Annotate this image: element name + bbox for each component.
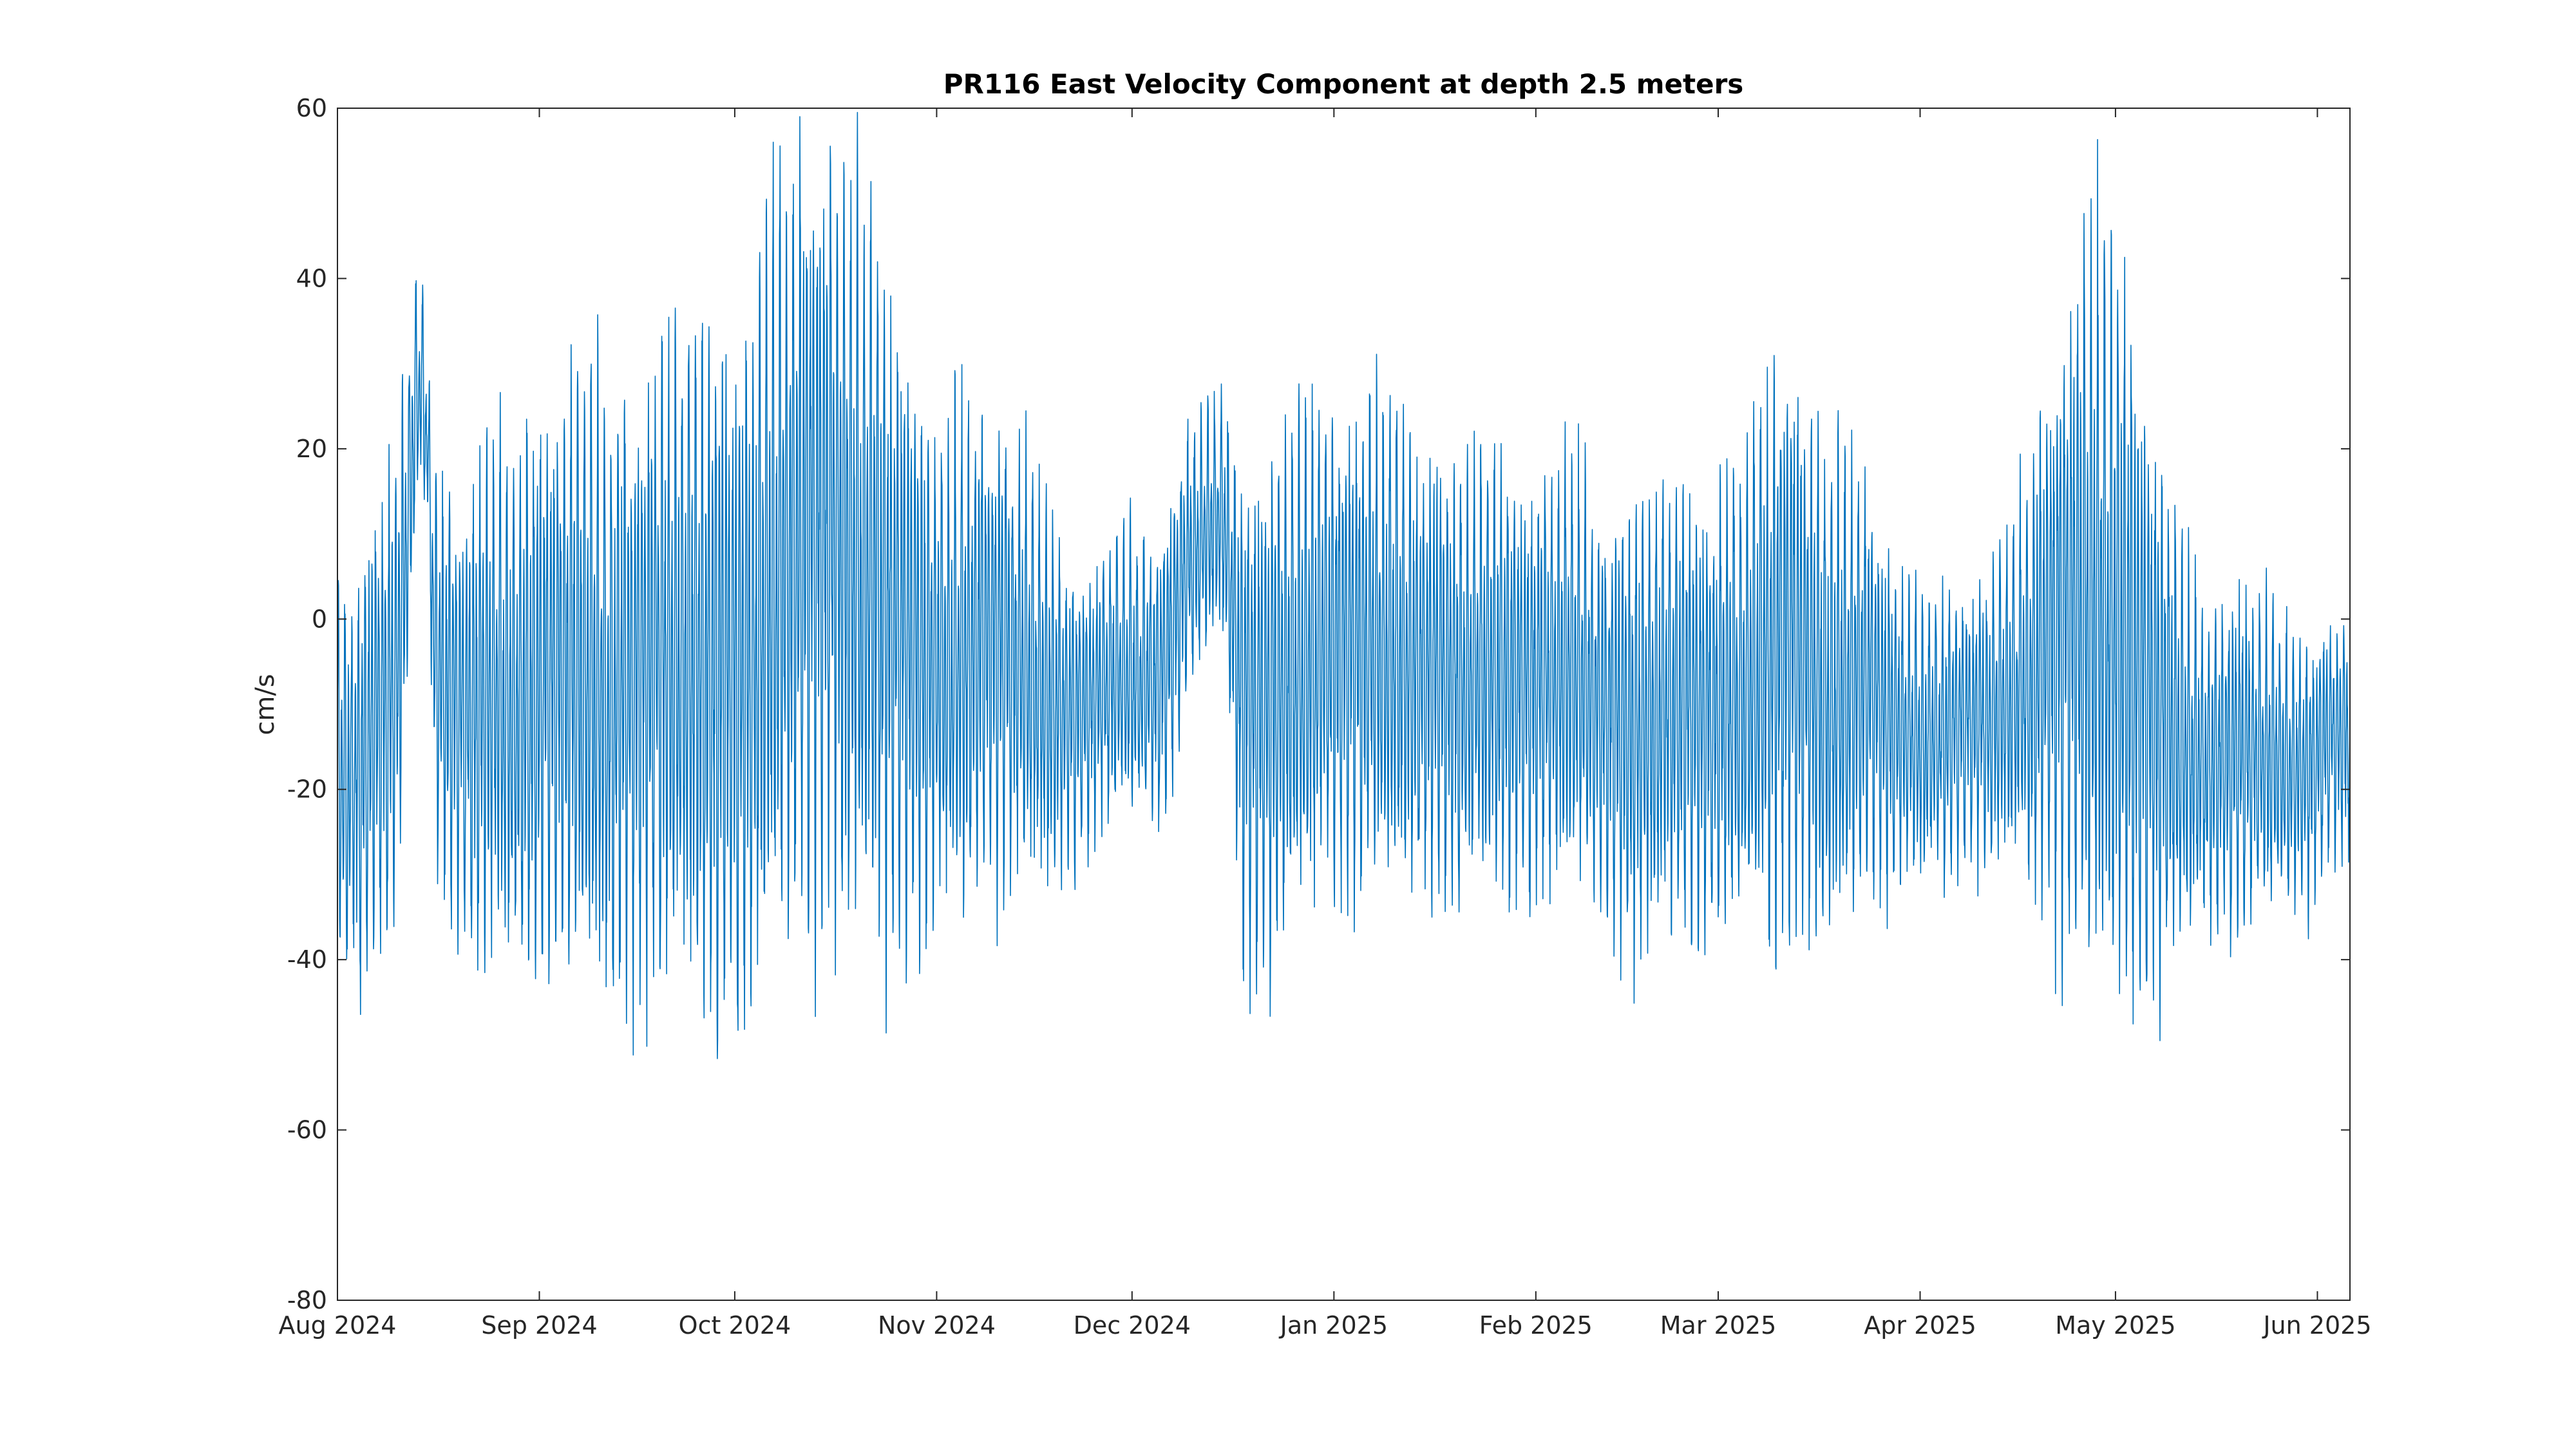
y-tick-label: -40 xyxy=(287,945,327,974)
y-axis-label: cm/s xyxy=(251,674,280,735)
x-tick-label: Jan 2025 xyxy=(1279,1311,1388,1340)
y-tick-label: -20 xyxy=(287,775,327,804)
series-group xyxy=(337,111,2351,1059)
plot-frame xyxy=(337,108,2351,1301)
y-tick-label: -60 xyxy=(287,1116,327,1144)
y-tick-label: 0 xyxy=(312,605,327,633)
x-tick-label: Oct 2024 xyxy=(679,1311,791,1340)
x-axis-ticks: Aug 2024 Sep 2024 Oct 2024 Nov 2024 Dec 2024… xyxy=(279,108,2372,1340)
x-tick-label: Nov 2024 xyxy=(878,1311,996,1340)
chart-title: PR116 East Velocity Component at depth 2… xyxy=(943,68,1744,100)
x-tick-label: Apr 2025 xyxy=(1864,1311,1976,1340)
x-tick-label: Aug 2024 xyxy=(279,1311,397,1340)
y-tick-label: -80 xyxy=(287,1286,327,1314)
y-axis-ticks: -80 -60 -40 -20 0 20 40 60 xyxy=(287,94,2350,1314)
series-line xyxy=(337,111,2351,1059)
x-tick-label: May 2025 xyxy=(2055,1311,2175,1340)
x-tick-label: Jun 2025 xyxy=(2262,1311,2371,1340)
x-tick-label: Sep 2024 xyxy=(481,1311,597,1340)
y-tick-label: 20 xyxy=(296,435,327,463)
y-tick-label: 60 xyxy=(296,94,327,122)
x-tick-label: Feb 2025 xyxy=(1479,1311,1593,1340)
x-tick-label: Dec 2024 xyxy=(1074,1311,1191,1340)
x-tick-label: Mar 2025 xyxy=(1660,1311,1776,1340)
y-tick-label: 40 xyxy=(296,264,327,292)
